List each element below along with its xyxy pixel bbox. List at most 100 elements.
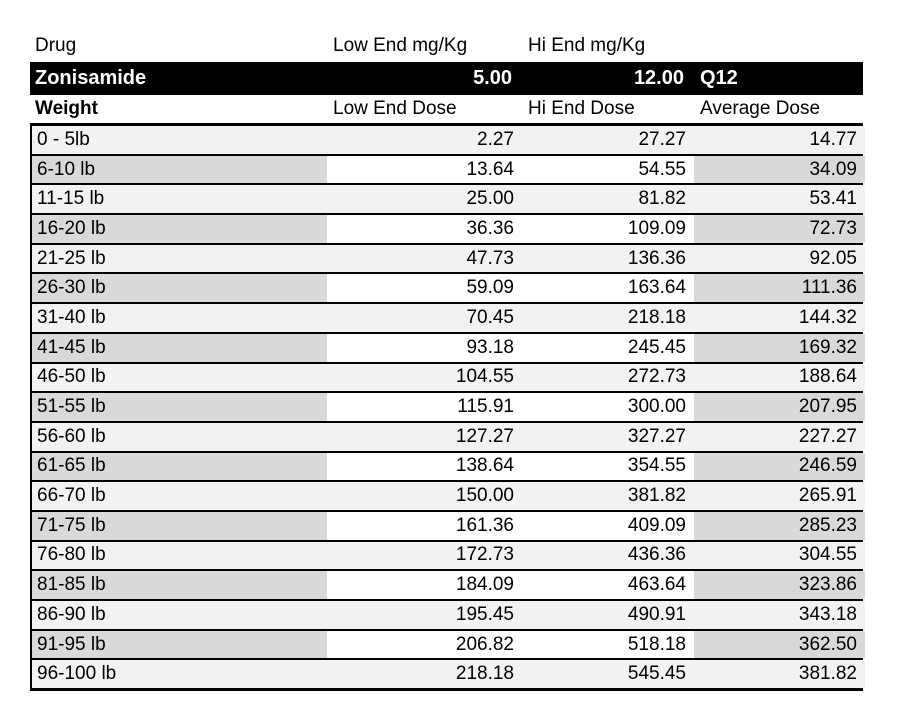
weight-cell: 21-25 lb [32,244,327,273]
average-dose-cell: 323.86 [694,571,865,599]
low-end-dose-column-header: Low End Dose [333,98,457,119]
low-end-dose-cell: 59.09 [327,274,522,303]
hi-end-dose-cell: 463.64 [522,571,694,599]
weight-cell: 86-90 lb [32,601,327,629]
weight-cell: 91-95 lb [32,630,327,659]
drug-column-label: Drug [35,35,77,56]
table-row: 6-10 lb 13.64 54.55 34.09 [32,155,865,186]
hi-end-dose-cell: 163.64 [522,274,694,303]
hi-end-dose-cell: 81.82 [522,185,694,214]
average-dose-cell: 111.36 [694,274,865,303]
low-end-dose-cell: 172.73 [327,541,522,570]
dosing-chart: Drug Low End mg/Kg Hi End mg/Kg Zonisami… [30,30,865,692]
hi-end-mgkg-label: Hi End mg/Kg [528,35,646,56]
hi-end-dose-cell: 136.36 [522,244,694,273]
average-dose-cell: 144.32 [694,304,865,332]
average-dose-cell: 246.59 [694,452,865,481]
hi-end-dose-cell: 490.91 [522,601,694,629]
drug-hi-end-mgkg: 12.00 [633,67,684,89]
table-row: 26-30 lb 59.09 163.64 111.36 [32,274,865,305]
drug-highlight-row: Zonisamide 5.00 12.00 Q12 [30,62,863,95]
weight-cell: 0 - 5lb [32,126,327,154]
table-row: 71-75 lb 161.36 409.09 285.23 [32,511,865,542]
low-end-dose-cell: 184.09 [327,571,522,599]
weight-cell: 61-65 lb [32,452,327,481]
low-end-dose-cell: 218.18 [327,660,522,689]
average-dose-cell: 285.23 [694,511,865,540]
weight-cell: 71-75 lb [32,511,327,540]
low-end-mgkg-label: Low End mg/Kg [333,35,468,56]
low-end-dose-cell: 93.18 [327,333,522,362]
table-row: 11-15 lb 25.00 81.82 53.41 [32,185,865,216]
low-end-dose-cell: 138.64 [327,452,522,481]
weight-column-header: Weight [35,98,98,119]
table-row: 56-60 lb 127.27 327.27 227.27 [32,422,865,453]
weight-cell: 51-55 lb [32,393,327,421]
table-row: 86-90 lb 195.45 490.91 343.18 [32,601,865,631]
weight-cell: 26-30 lb [32,274,327,303]
table-row: 66-70 lb 150.00 381.82 265.91 [32,482,865,512]
low-end-dose-cell: 70.45 [327,304,522,332]
table-row: 76-80 lb 172.73 436.36 304.55 [32,541,865,572]
hi-end-dose-cell: 327.27 [522,422,694,451]
hi-end-dose-cell: 54.55 [522,155,694,184]
weight-cell: 56-60 lb [32,422,327,451]
dose-column-header-row: Weight Low End Dose Hi End Dose Average … [30,95,863,126]
dose-rows: 0 - 5lb 2.27 27.27 14.77 6-10 lb 13.64 5… [30,126,865,692]
low-end-dose-cell: 150.00 [327,482,522,510]
table-row: 61-65 lb 138.64 354.55 246.59 [32,452,865,483]
low-end-dose-cell: 104.55 [327,363,522,392]
average-dose-cell: 53.41 [694,185,865,214]
table-row: 0 - 5lb 2.27 27.27 14.77 [32,126,865,156]
low-end-dose-cell: 25.00 [327,185,522,214]
table-row: 51-55 lb 115.91 300.00 207.95 [32,393,865,423]
weight-cell: 11-15 lb [32,185,327,214]
hi-end-dose-cell: 354.55 [522,452,694,481]
table-row: 46-50 lb 104.55 272.73 188.64 [32,363,865,394]
hi-end-dose-cell: 436.36 [522,541,694,570]
hi-end-dose-cell: 300.00 [522,393,694,421]
low-end-dose-cell: 195.45 [327,601,522,629]
low-end-dose-cell: 47.73 [327,244,522,273]
table-row: 16-20 lb 36.36 109.09 72.73 [32,215,865,245]
low-end-dose-cell: 2.27 [327,126,522,154]
hi-end-dose-column-header: Hi End Dose [528,98,635,119]
average-dose-cell: 72.73 [694,215,865,243]
average-dose-cell: 227.27 [694,422,865,451]
table-row: 31-40 lb 70.45 218.18 144.32 [32,304,865,334]
average-dose-cell: 92.05 [694,244,865,273]
low-end-dose-cell: 36.36 [327,215,522,243]
low-end-dose-cell: 127.27 [327,422,522,451]
average-dose-cell: 362.50 [694,630,865,659]
average-dose-cell: 34.09 [694,155,865,184]
table-row: 21-25 lb 47.73 136.36 92.05 [32,244,865,275]
weight-cell: 96-100 lb [32,660,327,689]
drug-frequency: Q12 [700,67,738,89]
hi-end-dose-cell: 109.09 [522,215,694,243]
table-row: 96-100 lb 218.18 545.45 381.82 [32,660,865,691]
average-dose-cell: 265.91 [694,482,865,510]
table-row: 41-45 lb 93.18 245.45 169.32 [32,333,865,364]
hi-end-dose-cell: 218.18 [522,304,694,332]
hi-end-dose-cell: 272.73 [522,363,694,392]
average-dose-cell: 343.18 [694,601,865,629]
hi-end-dose-cell: 27.27 [522,126,694,154]
low-end-dose-cell: 161.36 [327,511,522,540]
hi-end-dose-cell: 518.18 [522,630,694,659]
drug-name: Zonisamide [35,67,147,89]
average-dose-cell: 14.77 [694,126,865,154]
hi-end-dose-cell: 409.09 [522,511,694,540]
drug-header-row: Drug Low End mg/Kg Hi End mg/Kg [30,30,863,62]
hi-end-dose-cell: 245.45 [522,333,694,362]
weight-cell: 46-50 lb [32,363,327,392]
table-row: 81-85 lb 184.09 463.64 323.86 [32,571,865,601]
weight-cell: 76-80 lb [32,541,327,570]
average-dose-cell: 207.95 [694,393,865,421]
average-dose-column-header: Average Dose [700,98,821,119]
weight-cell: 6-10 lb [32,155,327,184]
low-end-dose-cell: 206.82 [327,630,522,659]
low-end-dose-cell: 13.64 [327,155,522,184]
drug-low-end-mgkg: 5.00 [473,67,512,89]
average-dose-cell: 381.82 [694,660,865,689]
